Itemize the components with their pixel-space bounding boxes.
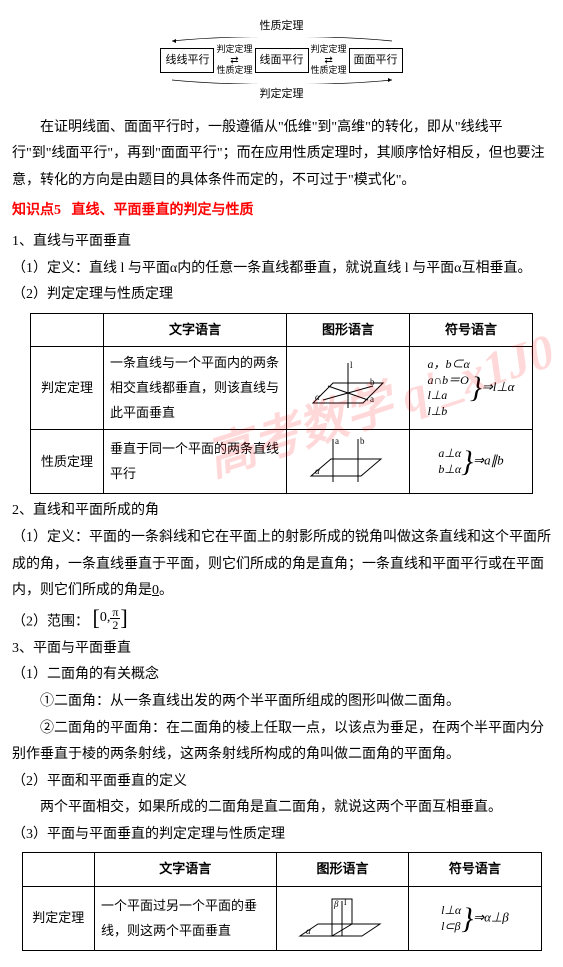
- section-3-d1: （1）二面角的有关概念: [12, 662, 551, 689]
- sym-line: a∩b＝O: [428, 373, 469, 387]
- section-3-d1b: ②二面角的平面角：在二面角的棱上任取一点，以该点为垂足，在两个半平面内分别作垂直…: [12, 716, 551, 769]
- flow-arrows-2: 判定定理 ⇄ 性质定理: [311, 45, 347, 76]
- knowledge-point-5-title: 知识点5 直线、平面垂直的判定与性质: [12, 198, 551, 225]
- svg-text:α: α: [315, 466, 320, 476]
- arrow-label: 判定定理: [216, 45, 252, 55]
- section-1-heading: 1、直线与平面垂直: [12, 229, 551, 256]
- judging-figure-2: l β α: [276, 887, 409, 951]
- svg-text:b: b: [370, 377, 375, 387]
- property-text: 垂直于同一个平面的两条直线平行: [104, 430, 287, 494]
- col-symbol: 符号语言: [410, 313, 533, 347]
- svg-text:α: α: [306, 926, 311, 936]
- bracket-right-icon: ]: [120, 607, 127, 629]
- sym-line: b⊥α: [438, 462, 461, 476]
- text-part: 所成的: [313, 530, 355, 545]
- section-1-def: （1）定义：直线 l 与平面α内的任意一条直线都垂直，就说直线 l 与平面α互相…: [12, 256, 551, 283]
- kp-label: 知识点5: [12, 203, 61, 218]
- judging-text: 一条直线与一个平面内的两条相交直线都垂直，则该直线与此平面垂直: [104, 347, 287, 430]
- svg-text:l: l: [350, 360, 353, 370]
- svg-text:α: α: [315, 392, 320, 402]
- row-label-judging: 判定定理: [31, 347, 104, 430]
- frac-num: π: [110, 606, 120, 619]
- sym-line: a⊥α: [438, 446, 461, 460]
- col-text: 文字语言: [95, 853, 277, 887]
- section-2-range: （2）范围： [ 0, π 2 ]: [12, 605, 551, 636]
- section-3-d3: （3）平面与平面垂直的判定定理与性质定理: [12, 822, 551, 849]
- kp-text: 直线、平面垂直的判定与性质: [72, 203, 254, 218]
- svg-text:β: β: [333, 899, 339, 909]
- section-3-heading: 3、平面与平面垂直: [12, 636, 551, 663]
- text-part: 锐角: [355, 530, 383, 545]
- property-figure: a b α: [287, 430, 410, 494]
- flow-top-label: 性质定理: [12, 16, 551, 37]
- intro-paragraph: 在证明线面、面面平行时，一般遵循从"低维"到"高维"的转化，即从"线线平行"到"…: [12, 115, 551, 195]
- underline-zero: 0: [152, 583, 159, 598]
- col-figure: 图形语言: [276, 853, 409, 887]
- range-label: （2）范围：: [12, 614, 89, 629]
- col-text: 文字语言: [104, 313, 287, 347]
- sym-result: ⇒a∥b: [473, 453, 503, 468]
- sym-line: l⊥b: [428, 404, 448, 418]
- arrow-label: 性质定理: [311, 66, 347, 76]
- svg-text:b: b: [360, 436, 365, 446]
- flow-node-1: 线线平行: [160, 48, 214, 73]
- row-label-property: 性质定理: [31, 430, 104, 494]
- table-line-plane-perp: 文字语言 图形语言 符号语言 判定定理 一条直线与一个平面内的两条相交直线都垂直…: [30, 313, 533, 495]
- flow-node-2: 线面平行: [255, 48, 309, 73]
- arrow-label: 性质定理: [216, 66, 252, 76]
- judging-symbol: a，b⊂α a∩b＝O l⊥a l⊥b }⇒l⊥α: [410, 347, 533, 430]
- section-3-d1a: ①二面角：从一条直线出发的两个半平面所组成的图形叫做二面角。: [12, 689, 551, 716]
- flow-bottom-label: 判定定理: [12, 84, 551, 105]
- flow-node-3: 面面平行: [349, 48, 403, 73]
- bracket-left-icon: [: [93, 607, 100, 629]
- flow-arrows-1: 判定定理 ⇄ 性质定理: [216, 45, 252, 76]
- arrow-label: 判定定理: [311, 45, 347, 55]
- svg-text:a: a: [335, 436, 339, 446]
- col-figure: 图形语言: [287, 313, 410, 347]
- judging-figure: l b a α: [287, 347, 410, 430]
- property-symbol: a⊥α b⊥α }⇒a∥b: [410, 430, 533, 494]
- section-2-def: （1）定义：平面的一条斜线和它在平面上的射影所成的锐角叫做这条直线和这个平面所成…: [12, 525, 551, 605]
- judging-text-2: 一个平面过另一个平面的垂线，则这两个平面垂直: [95, 887, 277, 951]
- sym-line: l⊥a: [428, 388, 448, 402]
- col-symbol: 符号语言: [409, 853, 541, 887]
- range-low: 0: [100, 605, 107, 632]
- frac-den: 2: [110, 619, 120, 631]
- section-1-sub2: （2）判定定理与性质定理: [12, 282, 551, 309]
- sym-line: a，b⊂α: [428, 357, 470, 371]
- text-part: 射影: [285, 530, 313, 545]
- sym-line: l⊥α: [441, 903, 461, 917]
- sym-line: l⊂β: [441, 919, 460, 933]
- table-plane-plane-perp: 文字语言 图形语言 符号语言 判定定理 一个平面过另一个平面的垂线，则这两个平面…: [22, 852, 542, 951]
- section-2-heading: 2、直线和平面所成的角: [12, 498, 551, 525]
- row-label-judging: 判定定理: [22, 887, 95, 951]
- section-3-d2a: 两个平面相交，如果所成的二面角是直二面角，就说这两个平面互相垂直。: [12, 795, 551, 822]
- top-flow-diagram: 性质定理 线线平行 判定定理 ⇄ 性质定理 线面平行 判定定理 ⇄ 性质定理 面…: [12, 16, 551, 105]
- section-3-d2: （2）平面和平面垂直的定义: [12, 769, 551, 796]
- judging-symbol-2: l⊥α l⊂β }⇒α⊥β: [409, 887, 541, 951]
- sym-result: ⇒α⊥β: [473, 910, 509, 925]
- sym-result: ⇒l⊥α: [482, 379, 515, 394]
- range-hi-frac: π 2: [110, 606, 120, 631]
- svg-text:a: a: [370, 394, 374, 404]
- text-part: （1）定义：平面的一条斜线和它在平面上的: [12, 530, 285, 545]
